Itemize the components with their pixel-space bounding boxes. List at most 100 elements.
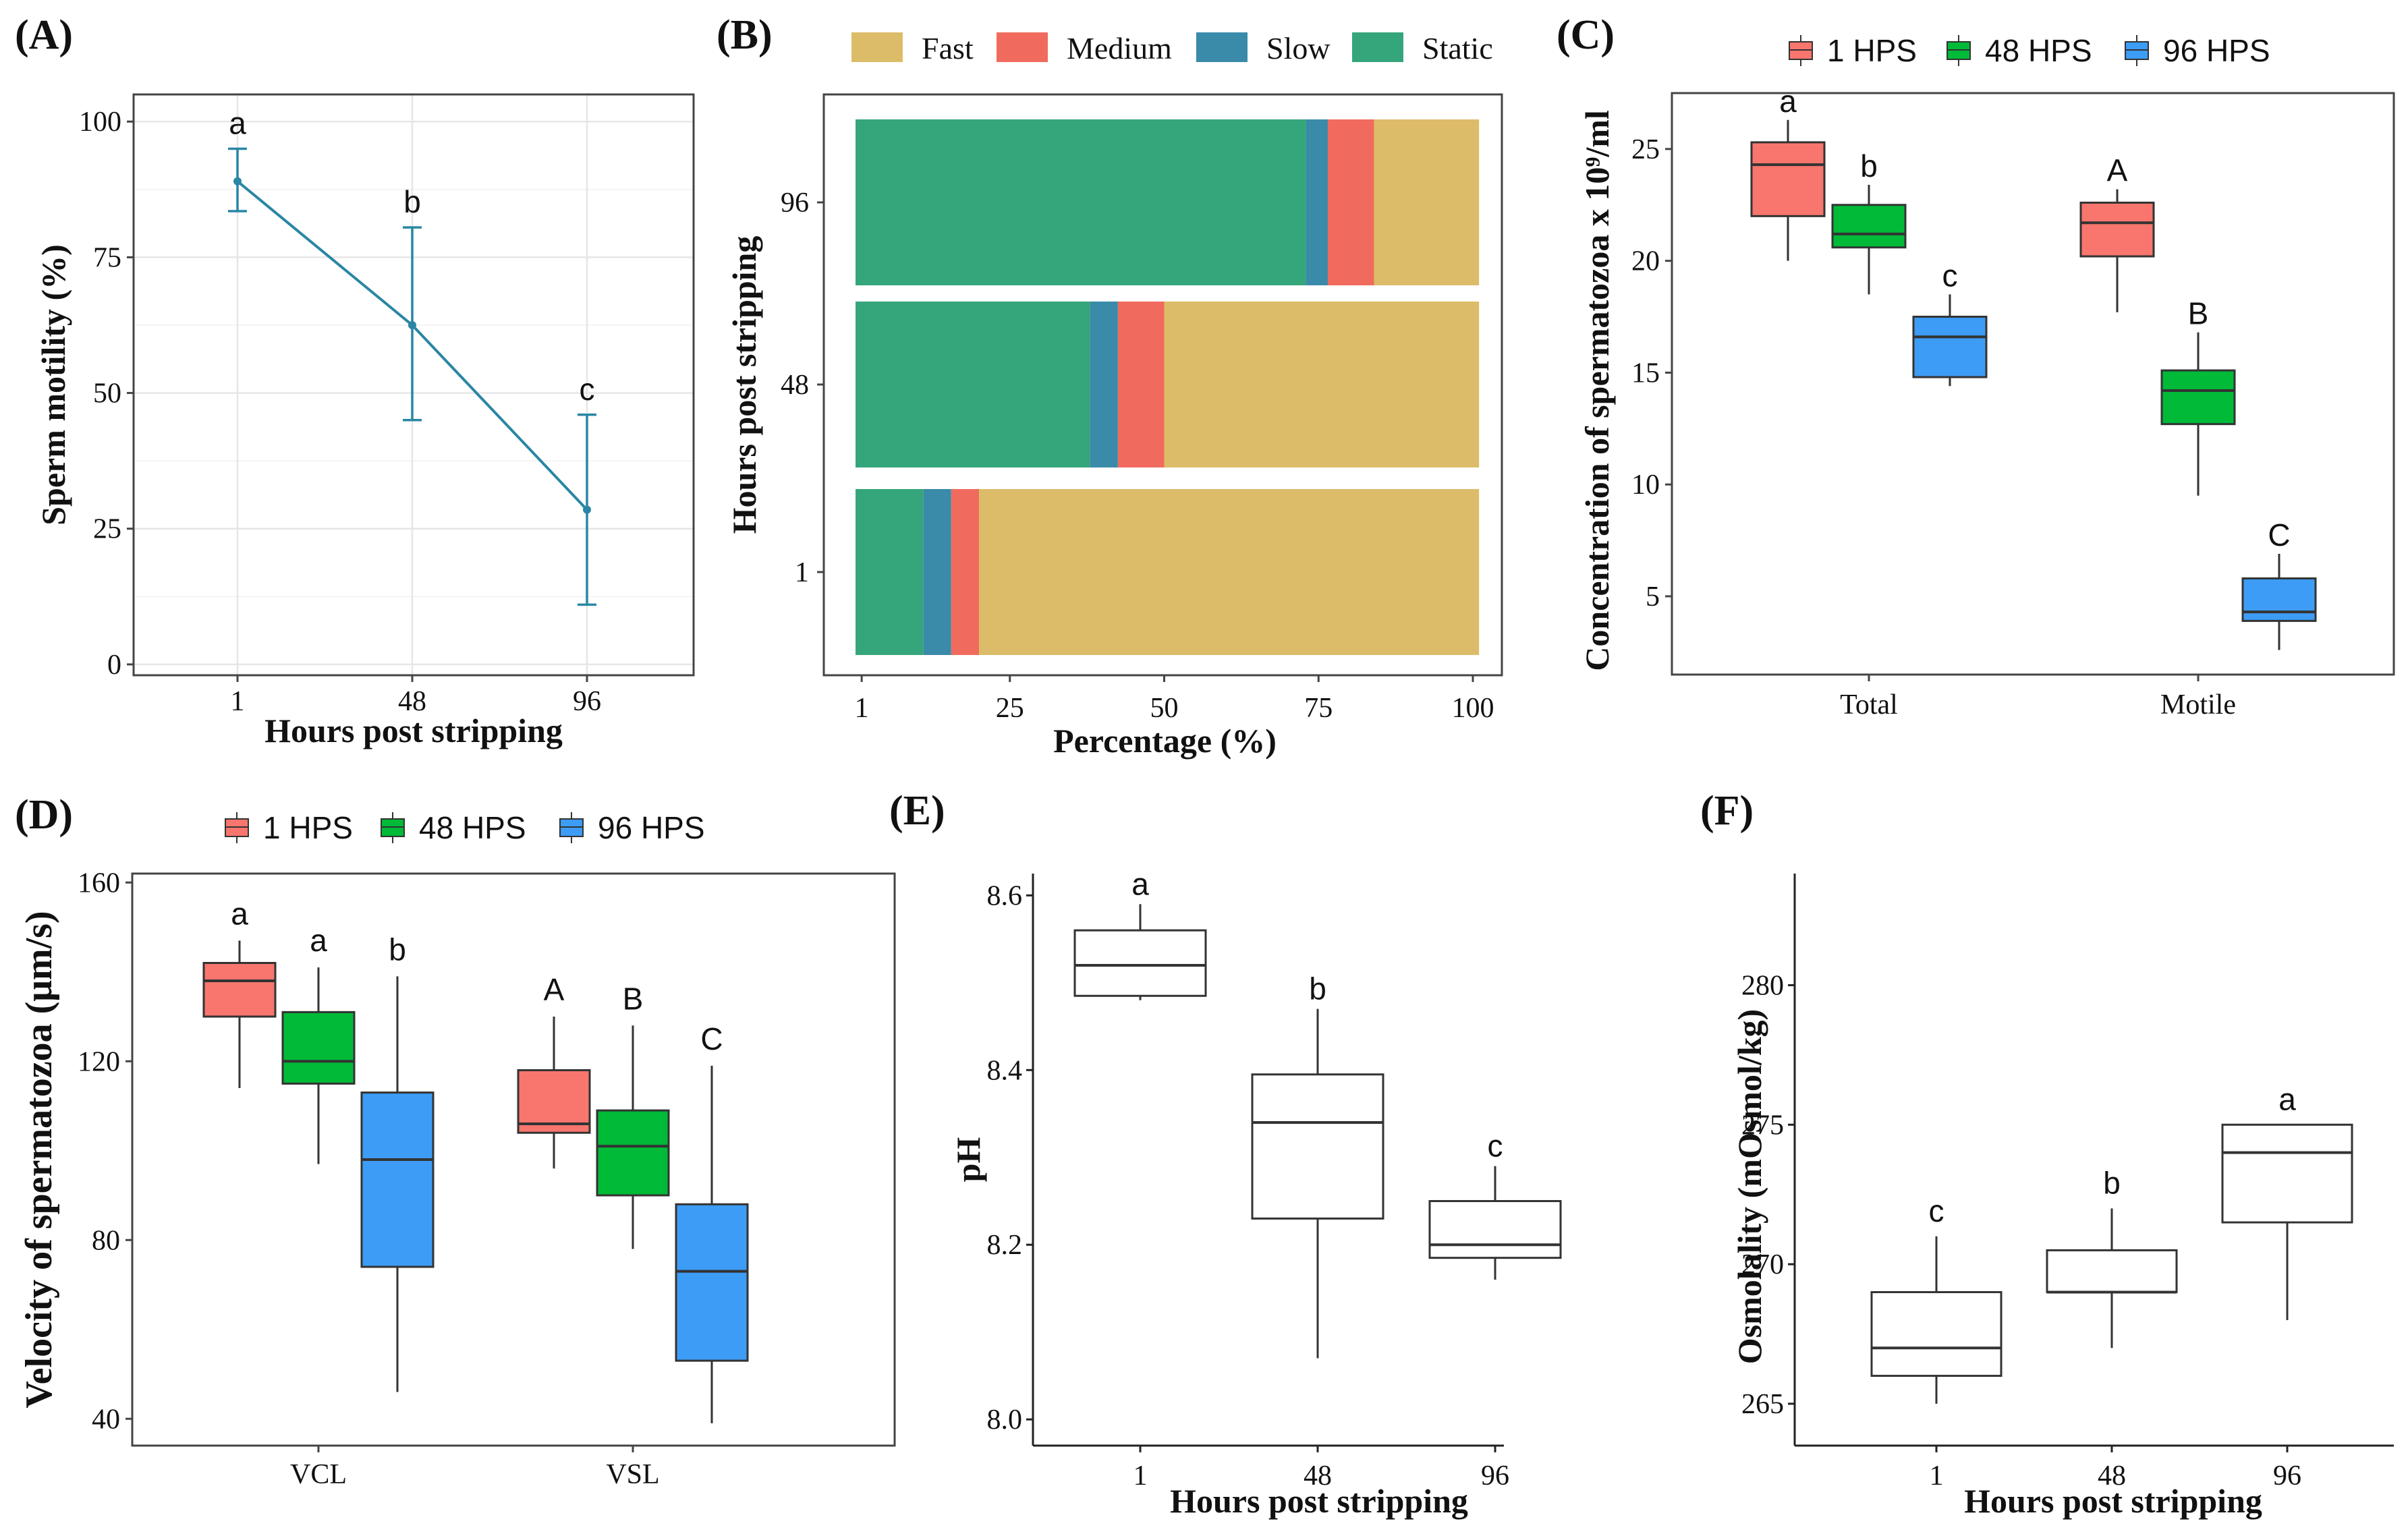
significance-label: b (403, 184, 421, 219)
box-body (2079, 201, 2155, 258)
y-tick-label: 8.4 (987, 1055, 1023, 1086)
x-tick-label: 96 (573, 686, 601, 717)
box-body (202, 962, 277, 1018)
significance-label: a (310, 923, 327, 958)
y-axis-title: Hours post stripping (725, 236, 763, 534)
legend-label: 96 HPS (598, 810, 705, 845)
y-axis-title: Velocity of spermatozoa (μm/s) (18, 911, 60, 1408)
x-tick-label: 100 (1452, 693, 1494, 724)
panel-e: (E) 8.0 8.2 8.4 8.6 a 1 b 48 c 96 Hours post stripp… (889, 788, 1562, 1520)
significance-label: a (2278, 1081, 2296, 1116)
plot-frame-d (131, 872, 896, 1447)
bar-segment-medium (1117, 302, 1165, 467)
y-tick-label: 8.6 (987, 880, 1023, 911)
significance-label: A (2107, 153, 2128, 188)
x-tick-label: 75 (1304, 693, 1333, 724)
box-body (281, 1011, 356, 1085)
legend-label: 48 HPS (1985, 33, 2092, 68)
significance-label: a (1131, 866, 1149, 901)
y-tick-label: 10 (1631, 470, 1660, 501)
significance-label: a (229, 105, 246, 140)
bar-segment-fast (979, 489, 1480, 655)
panel-label-b: (B) (717, 12, 773, 58)
bar-segment-slow (1306, 119, 1328, 285)
data-point (233, 177, 242, 186)
significance-label: c (1929, 1193, 1944, 1228)
bar-segment-static (856, 489, 924, 655)
legend-label: 1 HPS (263, 810, 353, 845)
y-tick-label: 50 (93, 378, 121, 409)
legend-swatch-fast (851, 32, 903, 62)
x-tick-label: 96 (1481, 1460, 1509, 1491)
significance-label: a (1779, 84, 1797, 119)
x-axis-title: Hours post stripping (264, 712, 563, 749)
bar-segment-slow (1090, 302, 1118, 467)
y-tick-label: 270 (1741, 1249, 1784, 1280)
box-body (1870, 1290, 2003, 1377)
y-tick-label: 8.2 (987, 1230, 1023, 1261)
box-body (2241, 577, 2317, 622)
panel-c: (C) 5 10 15 20 25 a b c Total A B C Motile Concentrati… (1557, 12, 2395, 720)
x-tick-label: 48 (2098, 1460, 2126, 1491)
y-tick-label: 48 (781, 370, 809, 401)
y-tick-label: 25 (1631, 134, 1660, 165)
box-body (675, 1203, 749, 1362)
y-axis-title: Sperm motility (%) (34, 244, 72, 525)
y-tick-label: 20 (1631, 246, 1660, 277)
y-axis-title: Concentration of spermatozoa x 10⁹/ml (1578, 110, 1616, 671)
x-tick-label: 48 (398, 686, 426, 717)
plot-frame-c (1671, 92, 2395, 676)
legend-swatch-static (1352, 32, 1403, 62)
y-tick-label: 75 (93, 242, 121, 273)
bar-segment-fast (1374, 119, 1480, 285)
x-tick-label: 1 (1930, 1460, 1944, 1491)
y-axis-title: Osmolality (mOsmol/kg) (1731, 1009, 1768, 1364)
y-tick-label: 5 (1646, 581, 1660, 613)
x-tick-label: 1 (231, 686, 245, 717)
y-axis-title: pH (949, 1137, 987, 1183)
bar-segment-medium (951, 489, 979, 655)
y-tick-label: 40 (92, 1404, 120, 1435)
x-tick-label: 50 (1150, 693, 1179, 724)
box-body (1251, 1073, 1384, 1220)
significance-label: C (700, 1021, 723, 1056)
box-body (360, 1091, 435, 1268)
x-tick-label: VCL (290, 1459, 347, 1490)
significance-label: b (2103, 1165, 2121, 1200)
significance-label: c (580, 372, 595, 407)
bar-segment-medium (1327, 119, 1374, 285)
x-tick-label: 1 (855, 693, 869, 724)
panel-a: (A) 0 25 50 75 100 1 48 96 a b c Hours post strippin… (15, 12, 695, 749)
legend-swatch-medium (997, 32, 1048, 62)
box-body (1428, 1199, 1562, 1259)
significance-label: B (623, 981, 644, 1016)
significance-label: b (389, 932, 406, 967)
x-axis-title: Hours post stripping (1964, 1482, 2262, 1520)
y-tick-label: 100 (79, 107, 121, 138)
plot-frame-a (132, 93, 695, 677)
x-tick-label: 48 (1304, 1460, 1332, 1491)
legend-swatch-slow (1196, 32, 1248, 62)
y-tick-label: 265 (1741, 1389, 1784, 1420)
y-tick-label: 275 (1741, 1110, 1784, 1141)
y-tick-label: 120 (78, 1046, 120, 1077)
x-tick-label: Motile (2160, 689, 2236, 720)
x-tick-label: VSL (606, 1459, 659, 1490)
x-tick-label: Total (1840, 689, 1898, 720)
y-tick-label: 0 (107, 650, 121, 681)
box-body (1912, 316, 1988, 378)
x-axis-title: Percentage (%) (1053, 722, 1277, 760)
box-body (2046, 1249, 2178, 1293)
significance-label: c (1942, 258, 1958, 293)
legend-label: Fast (922, 31, 974, 65)
y-tick-label: 80 (92, 1225, 120, 1256)
significance-label: C (2268, 517, 2290, 552)
bar-segment-fast (1164, 302, 1480, 467)
box-body (596, 1109, 670, 1197)
panel-f: (F) 265 270 275 280 c 1 b 48 a 96 Hours post stripp… (1700, 788, 2394, 1520)
x-tick-label: 1 (1133, 1460, 1148, 1491)
x-tick-label: 25 (996, 693, 1024, 724)
y-tick-label: 96 (781, 188, 809, 219)
panel-d: (D) 40 80 120 160 a a b VCL A B C VSL Velocity of spe… (15, 792, 896, 1490)
y-tick-label: 280 (1741, 970, 1784, 1001)
